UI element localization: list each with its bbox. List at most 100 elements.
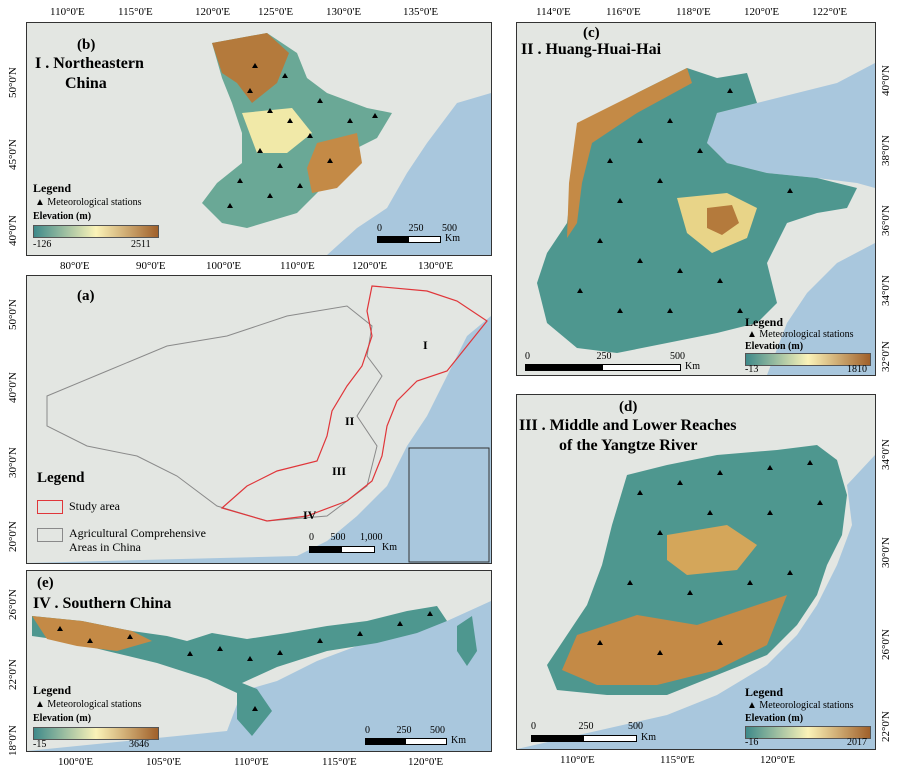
scale-bar-black-segment [378,237,409,242]
station-marker [597,640,603,645]
legend-title: Legend [745,685,784,699]
legend-elevation-label: Elevation (m) [33,211,92,222]
scale-label: 500 [628,721,643,732]
triangle-icon: ▲ [747,700,757,711]
tick-label: 22°0'N [880,711,892,742]
panel-d-map [517,395,875,749]
station-marker [727,88,733,93]
legend-station-label: Meteorological stations [47,699,142,710]
scale-bar-labels: 0 250 500 [531,721,643,732]
tick-label: 45°0'N [7,139,19,170]
scale-bar [377,236,441,243]
scale-bar-black-segment [526,365,603,370]
station-marker [667,308,673,313]
taiwan-island [457,616,477,666]
tick-label: 100°0'E [58,756,94,768]
tick-label: 40°0'N [7,215,19,246]
station-marker [617,308,623,313]
scale-bar-labels: 0 250 500 [525,351,685,362]
panel-e-southern-china: (e) IV . Southern China Legend ▲ Meteoro… [26,570,492,752]
inset-box [408,447,490,563]
station-marker [767,465,773,470]
panel-title: IV . Southern China [33,595,172,612]
station-marker [687,590,693,595]
station-marker [787,188,793,193]
tick-label: 38°0'N [880,135,892,166]
legend-study-label: Study area [69,499,120,513]
station-marker [87,638,93,643]
scale-unit: Km [445,233,460,244]
tick-label: 118°0'E [676,6,711,18]
tick-label: 36°0'N [880,205,892,236]
station-marker [607,158,613,163]
station-marker [317,98,323,103]
panel-a-map [27,276,491,563]
scale-bar [525,364,681,371]
shandong-peak [707,205,739,235]
tick-label: 116°0'E [606,6,641,18]
panel-letter: (c) [583,25,600,41]
tick-label: 120°0'E [195,6,231,18]
station-marker [307,133,313,138]
tick-label: 120°0'E [352,260,388,272]
station-markers [597,460,823,655]
legend-station-label: Meteorological stations [759,329,854,340]
panel-a-overview: (a) I II III IV Legend Study area Agricu… [26,275,492,564]
scale-unit: Km [382,542,397,553]
scale-bar [531,735,637,742]
legend-elevation-label: Elevation (m) [33,713,92,724]
station-marker [597,238,603,243]
legend-elevation-label: Elevation (m) [745,341,804,352]
tick-label: 115°0'E [118,6,153,18]
scale-label: 500 [330,532,346,543]
legend-title: Legend [33,181,72,195]
scale-bar-labels: 0 500 1,000 [309,532,383,543]
panel-b-map [27,23,491,255]
legend-title: Legend [745,315,784,329]
mountains-east [307,133,362,193]
legend-elevation-label: Elevation (m) [745,713,804,724]
panel-b-northeastern-china: (b) I . Northeastern China Legend ▲ Mete… [26,22,492,256]
tick-label: 32°0'N [880,341,892,372]
scale-bar-labels: 0 250 500 [365,725,445,736]
legend-title: Legend [37,470,85,486]
station-marker [787,570,793,575]
agri-areas-outline [46,305,383,522]
elevation-max: 2017 [847,737,867,748]
scale-label: 250 [596,351,612,362]
legend-agri-label: Areas in China [69,540,141,554]
tick-label: 40°0'N [880,65,892,96]
highlands-center [667,525,757,575]
station-marker [187,651,193,656]
tick-label: 115°0'E [322,756,357,768]
scale-label: 0 [309,532,314,543]
scale-label: 500 [430,725,445,736]
station-marker [807,460,813,465]
legend-station-label: Meteorological stations [47,197,142,208]
station-marker [427,611,433,616]
legend-station-row: ▲ Meteorological stations [35,699,142,710]
tick-label: 50°0'N [7,299,19,330]
china-land [27,276,491,563]
mountains-west [567,68,692,238]
scale-unit: Km [451,735,466,746]
tick-label: 26°0'N [7,589,19,620]
station-marker [252,63,258,68]
station-marker [287,118,293,123]
station-marker [697,148,703,153]
tick-label: 80°0'E [60,260,90,272]
tick-label: 105°0'E [146,756,182,768]
station-marker [637,138,643,143]
station-marker [267,193,273,198]
station-marker [737,308,743,313]
elevation-min: -16 [745,737,759,748]
tick-label: 120°0'E [760,754,796,766]
tick-label: 26°0'N [880,629,892,660]
scale-label: 0 [525,351,530,362]
panel-letter: (a) [77,288,95,304]
tick-label: 135°0'E [403,6,439,18]
tick-label: 120°0'E [408,756,444,768]
tick-label: 115°0'E [660,754,695,766]
station-marker [657,178,663,183]
station-marker [247,656,253,661]
